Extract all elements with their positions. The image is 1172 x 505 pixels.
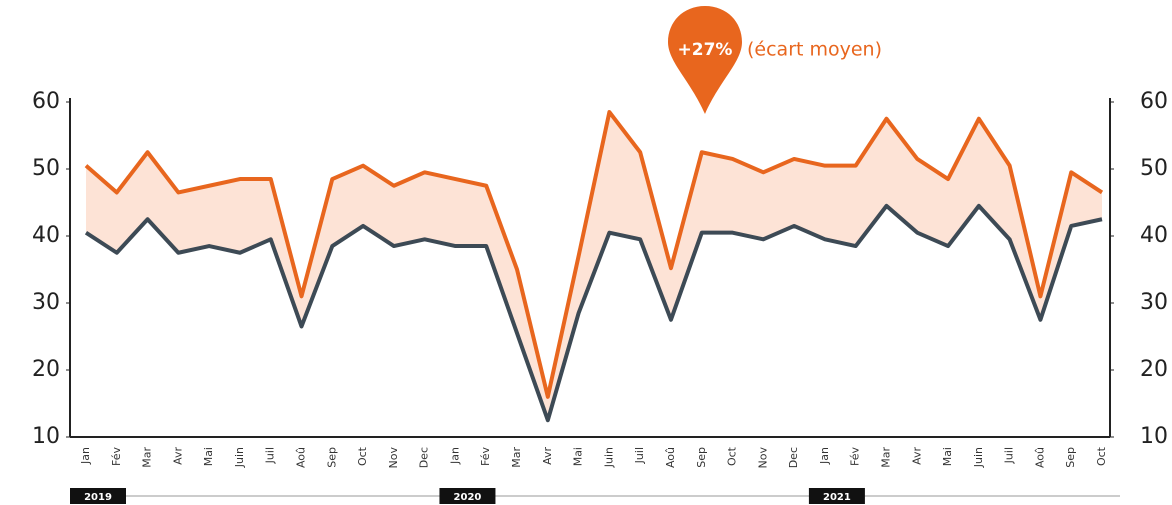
x-tick-label: Aoû: [1033, 447, 1046, 468]
y2-tick-label: 40: [1140, 223, 1168, 248]
x-tick-label: Aoû: [664, 447, 677, 468]
annotation-pin: [668, 6, 742, 114]
x-tick-label: Mar: [510, 447, 523, 468]
y-tick-label: 30: [32, 290, 60, 315]
x-tick-label: Fév: [479, 447, 492, 466]
y-tick-label: 60: [32, 89, 60, 114]
y-tick-label: 10: [32, 424, 60, 449]
x-tick-label: Aoû: [295, 447, 308, 468]
year-box: [439, 488, 496, 504]
x-tick-label: Avr: [910, 447, 923, 465]
series-line: [84, 203, 1103, 423]
y-tick-label: 20: [32, 357, 60, 382]
x-tick-label: Juil: [264, 447, 277, 464]
x-tick-label: Mar: [879, 447, 892, 468]
x-tick-label: Sep: [1064, 447, 1077, 468]
x-tick-label: Juil: [633, 447, 646, 464]
year-box: [70, 488, 126, 504]
x-tick-label: Dec: [418, 447, 431, 468]
y2-tick-label: 50: [1140, 156, 1168, 181]
x-tick-label: Avr: [541, 447, 554, 465]
x-tick-label: Jan: [448, 447, 461, 465]
x-tick-label: Dec: [787, 447, 800, 468]
x-tick-label: Juil: [1003, 447, 1016, 464]
x-tick-label: Nov: [756, 447, 769, 469]
x-tick-label: Oct: [726, 446, 739, 466]
plot: 10 20 30 40 50 60 10 20 30 40 50 60 Jan Fév Mar Avr Mai J…: [32, 89, 1168, 504]
gap-fill: [86, 112, 1102, 421]
x-tick-label: Nov: [387, 447, 400, 469]
y-tick-label: 40: [32, 223, 60, 248]
x-tick-label: Sep: [325, 447, 338, 468]
y-tick-label: 50: [32, 156, 60, 181]
x-tick-label: Fév: [110, 447, 123, 466]
y2-tick-label: 10: [1140, 424, 1168, 449]
x-tick-label: Juin: [602, 447, 615, 468]
annotation-value: +27%: [678, 40, 733, 60]
x-tick-label: Mai: [941, 447, 954, 466]
x-tick-label: Sep: [695, 447, 708, 468]
x-tick-label: Juin: [233, 447, 246, 468]
x-tick-label: Mar: [141, 447, 154, 468]
year-label: 2021: [823, 492, 851, 503]
x-tick-label: Mai: [572, 447, 585, 466]
x-tick-label: Oct: [1095, 446, 1108, 466]
year-label: 2019: [84, 492, 112, 503]
x-tick-label: Fév: [849, 447, 862, 466]
x-tick-label: Juin: [972, 447, 985, 468]
x-tick-label: Jan: [818, 447, 831, 465]
x-tick-label: Jan: [79, 447, 92, 465]
y2-tick-label: 20: [1140, 357, 1168, 382]
annotation-text: (écart moyen): [747, 39, 882, 61]
x-tick-label: Mai: [202, 447, 215, 466]
year-box: [808, 488, 865, 504]
y2-tick-label: 60: [1140, 89, 1168, 114]
series-line: [84, 110, 1104, 399]
y2-tick-label: 30: [1140, 290, 1168, 315]
x-tick-label: Avr: [171, 447, 184, 465]
x-tick-label: Oct: [356, 446, 369, 466]
year-label: 2020: [454, 492, 482, 503]
